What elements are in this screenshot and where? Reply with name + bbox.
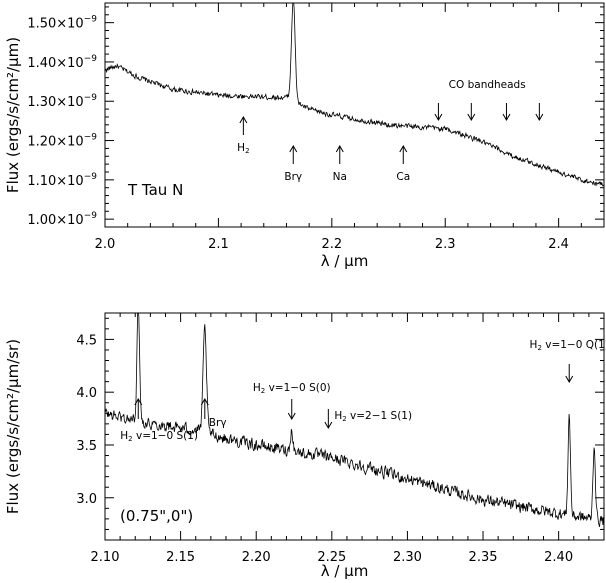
y-tick-label: 1.40×10−9 [27, 54, 97, 71]
annotation-arrowhead [289, 145, 298, 153]
annotation-arrowhead [200, 398, 209, 406]
x-tick-label: 2.0 [95, 237, 116, 252]
annotation-arrowhead [134, 398, 143, 406]
x-axis-title: λ / μm [321, 562, 369, 580]
x-tick-label: 2.30 [393, 550, 422, 565]
y-tick-label: 3.0 [76, 492, 97, 507]
x-tick-label: 2.35 [469, 550, 498, 565]
y-tick-label: 1.50×10−9 [27, 15, 97, 32]
y-axis-title: Flux (ergs/s/cm²/μm/sr) [4, 339, 22, 514]
annotation-arrowhead [434, 113, 443, 121]
y-tick-label: 1.00×10−9 [27, 211, 97, 228]
annotation-label: Ca [396, 171, 410, 183]
y-tick-label: 1.30×10−9 [27, 93, 97, 110]
y-tick-label: 1.20×10−9 [27, 133, 97, 150]
panel-label: (0.75",0") [120, 507, 193, 525]
panel-label: T Tau N [127, 181, 183, 199]
x-tick-label: 2.1 [208, 237, 229, 252]
annotation-arrowhead [287, 412, 296, 420]
y-tick-label: 4.5 [76, 333, 97, 348]
annotation-label: H2 v=1−0 S(1) [120, 430, 198, 443]
annotation-label: H2 v=2−1 S(1) [334, 410, 412, 423]
x-tick-label: 2.2 [321, 237, 342, 252]
y-tick-label: 1.10×10−9 [27, 172, 97, 189]
x-axis-title: λ / μm [321, 252, 369, 270]
annotation-arrowhead [535, 113, 544, 121]
top-spectrum-panel: 2.0 2.1 2.2 2.3 2.4 1.00×10−9 1.10×10−9 1.20×10… [4, 2, 605, 270]
y-tick-label: 3.5 [76, 439, 97, 454]
x-tick-label: 2.25 [317, 550, 346, 565]
annotation-arrowhead [399, 145, 408, 153]
bottom-spectrum-panel: 2.10 2.15 2.20 2.25 2.30 2.35 2.40 3.0 3.5 4.0 4.5… [4, 312, 606, 580]
y-tick-label: 4.0 [76, 386, 97, 401]
x-tick-label: 2.20 [242, 550, 271, 565]
annotation-label: H2 [237, 142, 249, 155]
x-tick-label: 2.40 [544, 550, 573, 565]
annotation-arrowhead [565, 375, 574, 383]
x-tick-label: 2.10 [91, 550, 120, 565]
x-tick-label: 2.3 [435, 237, 456, 252]
spectrum-line [105, 3, 604, 187]
annotation-label: Na [333, 171, 347, 183]
annotation-arrowhead [324, 421, 333, 429]
annotation-arrowhead [239, 116, 248, 124]
plot-frame [104, 312, 605, 541]
x-tick-label: 2.15 [166, 550, 195, 565]
annotation-arrowhead [467, 113, 476, 121]
group-annotation-label: CO bandheads [449, 79, 526, 91]
annotation-label: Brγ [209, 417, 227, 429]
annotation-label: H2 v=1−0 Q(1) [530, 339, 606, 352]
annotation-arrowhead [335, 145, 344, 153]
annotation-label: Brγ [284, 171, 302, 183]
x-tick-label: 2.4 [548, 237, 569, 252]
annotation-arrowhead [502, 113, 511, 121]
y-axis-title: Flux (ergs/s/cm²/μm) [4, 37, 22, 193]
annotation-label: H2 v=1−0 S(0) [253, 382, 331, 395]
spectrum-line [105, 313, 604, 527]
